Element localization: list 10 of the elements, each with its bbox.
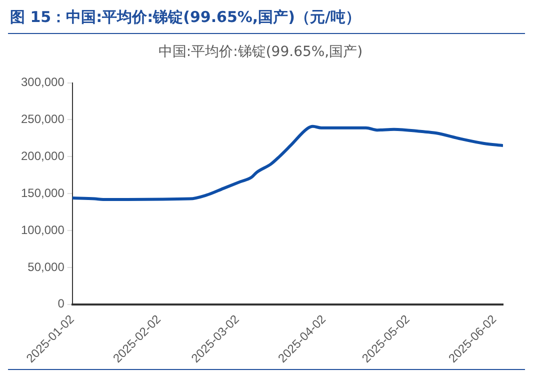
y-tick-label: 100,000 — [20, 222, 65, 237]
chart-subtitle: 中国:平均价:锑锭(99.65%,国产) — [158, 44, 363, 60]
chart-title: 图 15：中国:平均价:锑锭(99.65%,国产)（元/吨） — [8, 8, 525, 34]
y-tick-label: 0 — [58, 296, 65, 311]
y-tick-label: 150,000 — [20, 186, 65, 200]
y-tick-label: 200,000 — [20, 148, 65, 163]
line-series — [72, 124, 503, 202]
y-tick-label: 250,000 — [20, 112, 65, 126]
y-tick-label: 50,000 — [28, 260, 65, 274]
y-tick-label: 300,000 — [20, 75, 65, 90]
